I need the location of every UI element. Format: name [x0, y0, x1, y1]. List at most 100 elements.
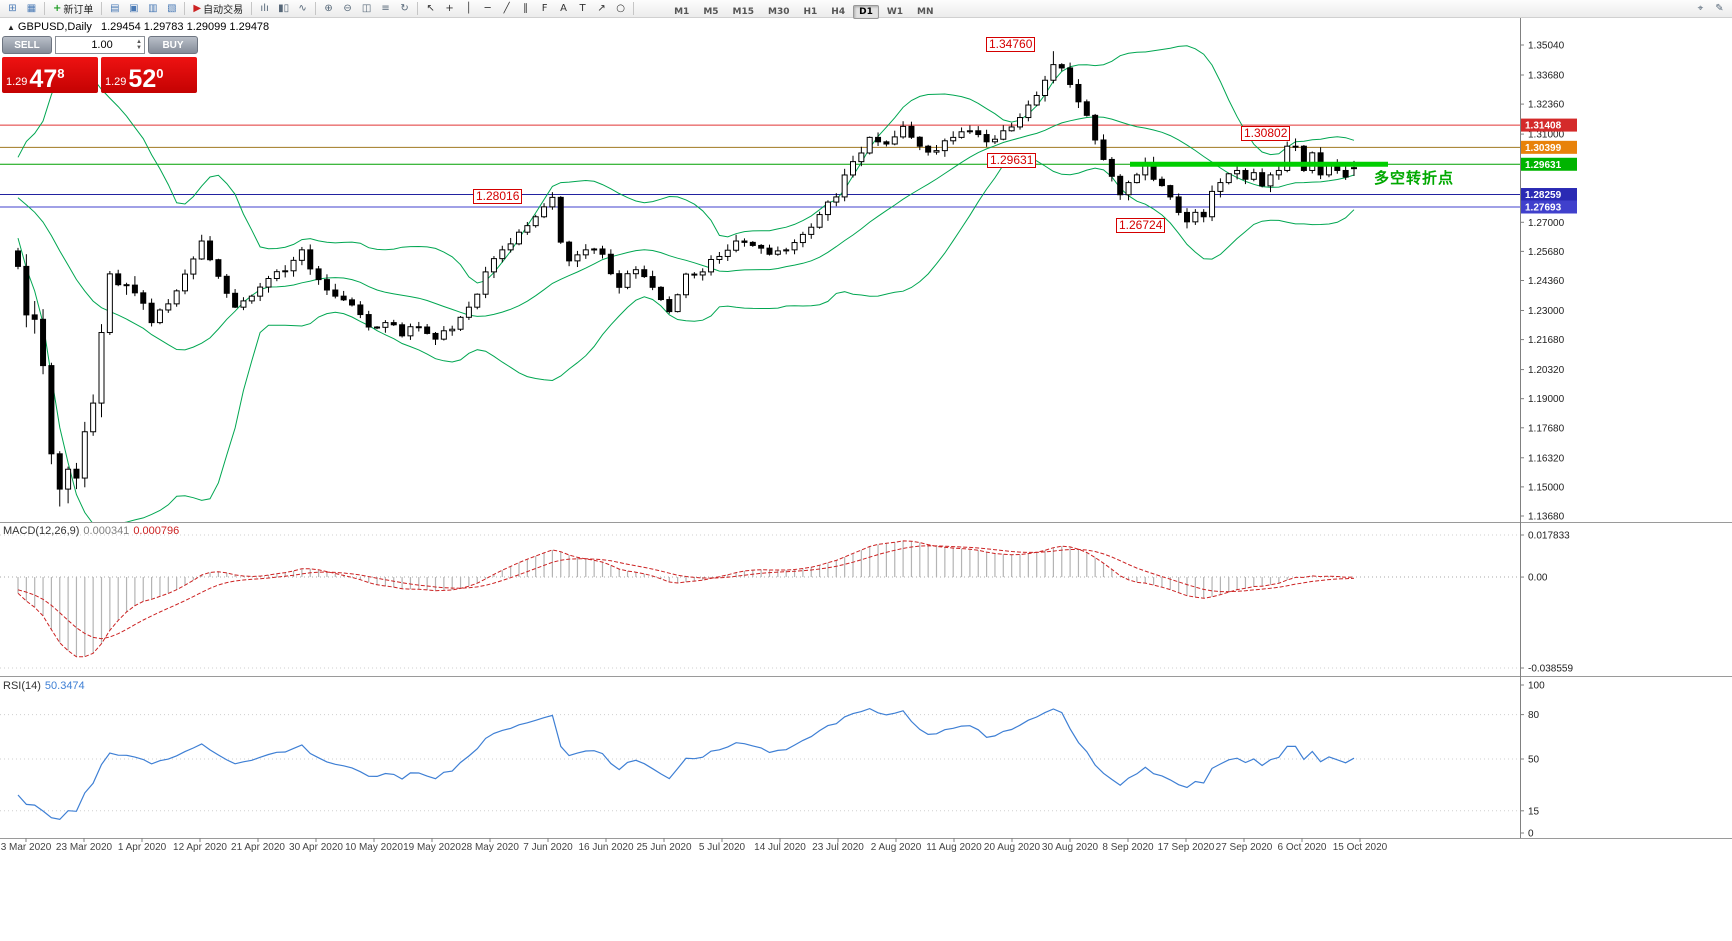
- price-axis-label: 1.33680: [1528, 70, 1565, 81]
- market-watch-icon[interactable]: ▤: [110, 3, 120, 14]
- price-tag: [1521, 118, 1577, 132]
- price-label-object[interactable]: 1.34760: [986, 37, 1036, 52]
- price-axis-label: 1.23000: [1528, 306, 1565, 317]
- bollinger-upper-band[interactable]: [17, 45, 1355, 284]
- candlestick-chart-icon[interactable]: ▮▯: [278, 3, 290, 14]
- time-axis-label: 15 Oct 2020: [1333, 842, 1388, 853]
- channel-icon[interactable]: ∥: [523, 3, 529, 14]
- chart-profiles-icon[interactable]: ▦: [26, 3, 37, 14]
- timeframe-m5[interactable]: M5: [703, 7, 719, 17]
- price-label-object[interactable]: 1.30802: [1241, 126, 1291, 141]
- price-label-object[interactable]: 1.26724: [1116, 218, 1166, 233]
- time-axis-label: 30 Aug 2020: [1042, 842, 1099, 853]
- quick-search-icon[interactable]: ⌖: [1697, 3, 1704, 14]
- autotrading-button-label: 自动交易: [203, 5, 244, 16]
- timeframe-w1[interactable]: W1: [886, 7, 904, 17]
- navigator-icon[interactable]: ▥: [148, 3, 158, 14]
- terminal-icon[interactable]: ▧: [167, 3, 177, 14]
- toolbar-separator: [251, 2, 253, 15]
- lot-size-input[interactable]: 1.00 ▲ ▼: [55, 36, 145, 54]
- rsi-axis-label: 0: [1528, 829, 1534, 840]
- buy-price-pips: 52: [128, 65, 157, 93]
- lot-size-value: 1.00: [91, 39, 113, 51]
- chart-shift-icon[interactable]: ↻: [400, 3, 409, 14]
- fibonacci-icon[interactable]: F: [541, 3, 548, 14]
- timeframe-h1[interactable]: H1: [803, 7, 818, 17]
- sell-button[interactable]: SELL: [2, 36, 52, 54]
- crosshair-icon[interactable]: +: [445, 3, 454, 14]
- zoom-in-icon[interactable]: ⊕: [324, 3, 333, 14]
- cursor-icon[interactable]: ↖: [426, 3, 435, 14]
- sell-price-point: 8: [57, 66, 65, 81]
- bar-chart-icon[interactable]: ılı: [260, 3, 269, 14]
- symbol-period-title: GBPUSD,Daily: [17, 21, 92, 33]
- buy-button[interactable]: BUY: [148, 36, 198, 54]
- timeframe-mn[interactable]: MN: [917, 7, 934, 17]
- autotrading-icon: ▶: [193, 3, 202, 14]
- sell-price-prefix: 1.29: [6, 76, 28, 88]
- price-tag: [1521, 188, 1577, 202]
- rsi-title: RSI(14): [3, 680, 41, 692]
- time-axis-label: 21 Apr 2020: [231, 842, 285, 853]
- bollinger-lower-band[interactable]: [17, 154, 1355, 526]
- candlestick-series: [15, 51, 1357, 507]
- time-axis-label: 2 Aug 2020: [871, 842, 922, 853]
- timeframe-h4[interactable]: H4: [831, 7, 846, 17]
- price-label-object[interactable]: 1.28016: [473, 189, 523, 204]
- time-axis-label: 17 Sep 2020: [1158, 842, 1215, 853]
- price-axis-label: 1.15000: [1528, 482, 1565, 493]
- macd-axis[interactable]: 0.017833 0.00 -0.038559: [1520, 531, 1573, 675]
- new-order-button-label: 新订单: [63, 5, 94, 16]
- timeframe-d1[interactable]: D1: [853, 5, 879, 19]
- time-axis[interactable]: 3 Mar 2020 23 Mar 2020 1 Apr 2020 12 Apr 20…: [1, 838, 1388, 853]
- zoom-out-icon[interactable]: ⊖: [343, 3, 352, 14]
- vertical-line-icon[interactable]: │: [465, 3, 472, 14]
- main-toolbar: ⊞ ▦ + 新订单 ▤ ▣ ▥ ▧ ▶ 自动交易 ılı ▮▯ ∿ ⊕ ⊖ ◫ ≡ ↻ ↖ + │ ─ ╱ ∥ F A T ↗ ○ M1 M…: [0, 0, 1732, 19]
- bollinger-middle-band[interactable]: [17, 116, 1355, 351]
- time-axis-label: 30 Apr 2020: [289, 842, 343, 853]
- timeframe-m1[interactable]: M1: [674, 7, 690, 17]
- text-label-icon[interactable]: T: [579, 3, 586, 14]
- trendline-icon[interactable]: ╱: [503, 3, 510, 14]
- price-tag: [1521, 157, 1577, 171]
- shapes-icon[interactable]: ○: [616, 3, 625, 14]
- new-order-button[interactable]: + 新订单: [48, 0, 98, 17]
- price-axis-label: 1.17680: [1528, 423, 1565, 434]
- buy-price-display[interactable]: 1.29 52 0: [101, 57, 197, 93]
- auto-scroll-icon[interactable]: ≡: [381, 3, 390, 14]
- price-axis-label: 1.21680: [1528, 335, 1565, 346]
- autotrading-button[interactable]: ▶ 自动交易: [188, 0, 248, 17]
- sell-price-display[interactable]: 1.29 47 8: [2, 57, 98, 93]
- arrows-icon[interactable]: ↗: [597, 3, 606, 14]
- timeframe-m30[interactable]: M30: [768, 7, 790, 17]
- macd-indicator-label: MACD(12,26,9) 0.000341 0.000796: [3, 525, 179, 537]
- new-chart-icon[interactable]: ⊞: [8, 3, 17, 14]
- rsi-axis[interactable]: 100 80 50 15 0: [1520, 681, 1545, 840]
- oneclick-collapse-icon[interactable]: ▲: [7, 23, 15, 32]
- tile-windows-icon[interactable]: ◫: [361, 3, 372, 14]
- lot-increase-icon[interactable]: ▲: [136, 39, 142, 45]
- toolbar-separator: [101, 2, 103, 15]
- data-window-icon[interactable]: ▣: [129, 3, 139, 14]
- time-axis-label: 20 Aug 2020: [984, 842, 1041, 853]
- horizontal-line-icon[interactable]: ─: [484, 3, 491, 14]
- macd-axis-label: 0.017833: [1528, 531, 1570, 542]
- timeframe-m15[interactable]: M15: [732, 7, 755, 17]
- lot-decrease-icon[interactable]: ▼: [136, 45, 142, 51]
- text-icon[interactable]: A: [560, 3, 568, 14]
- turning-point-note[interactable]: 多空转折点: [1374, 170, 1455, 187]
- price-axis-label: 1.27000: [1528, 218, 1565, 229]
- price-tag-label: 1.27693: [1525, 203, 1562, 214]
- rsi-axis-label: 50: [1528, 755, 1540, 766]
- rsi-axis-label: 80: [1528, 710, 1540, 721]
- time-axis-label: 7 Jun 2020: [523, 842, 573, 853]
- edit-icon[interactable]: ✎: [1715, 3, 1724, 14]
- one-click-trading-panel: SELL 1.00 ▲ ▼ BUY 1.29 47 8 1.29 52 0: [2, 36, 198, 93]
- line-chart-icon[interactable]: ∿: [298, 3, 307, 14]
- price-axis[interactable]: 1.35040 1.33680 1.32360 1.31000 1.27000 1.256…: [1520, 41, 1565, 523]
- chart-header: ▲ GBPUSD,Daily 1.29454 1.29783 1.29099 1.…: [7, 21, 269, 33]
- toolbar-separator: [633, 2, 635, 15]
- price-label-object[interactable]: 1.29631: [987, 153, 1037, 168]
- price-axis-label: 1.16320: [1528, 453, 1565, 464]
